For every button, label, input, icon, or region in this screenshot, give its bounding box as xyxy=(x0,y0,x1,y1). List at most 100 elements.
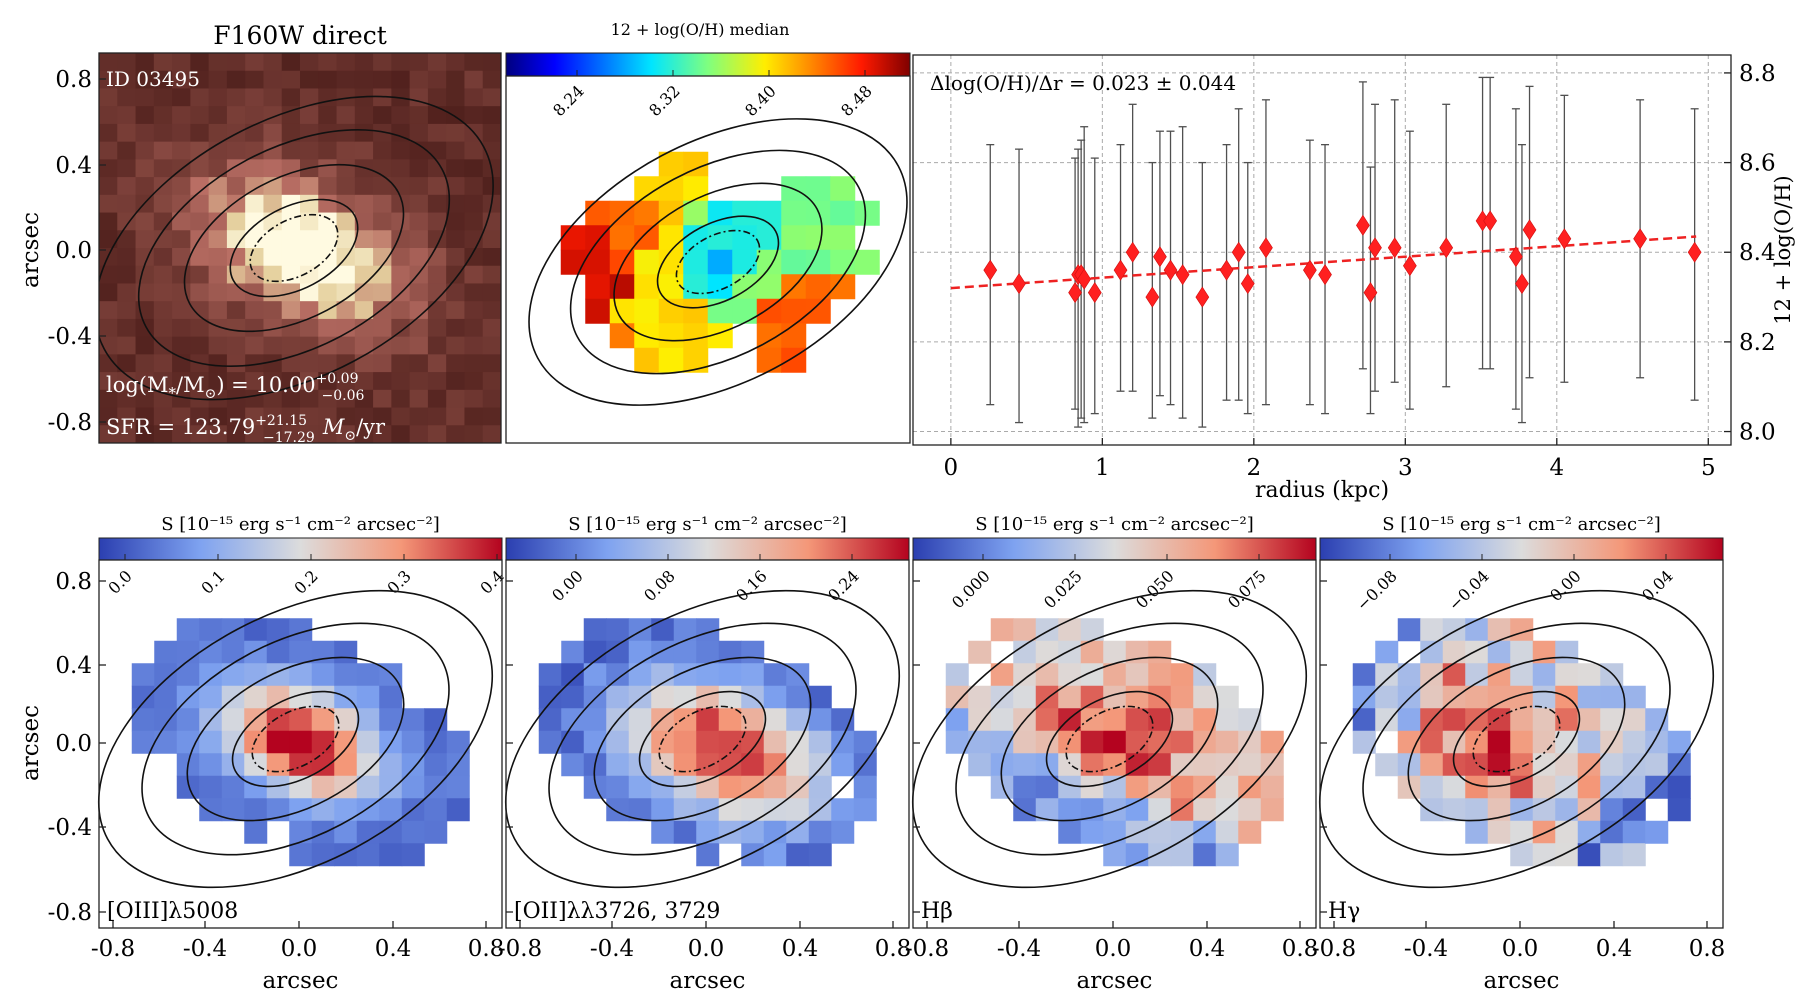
line-map-pixel xyxy=(1013,798,1037,822)
direct-pixel xyxy=(373,53,392,72)
metal-pixel xyxy=(707,200,733,226)
line-map-pixel xyxy=(1487,753,1511,777)
direct-pixel xyxy=(117,425,137,443)
direct-pixel xyxy=(391,177,411,196)
direct-pixel xyxy=(208,230,228,249)
metallicity-pixels xyxy=(560,151,880,373)
metallicity-map-panel: 12 + log(O/H) median 8.24 8.32 8.40 8.48 xyxy=(505,20,911,444)
metal-pixel xyxy=(634,200,660,226)
direct-pixel xyxy=(318,123,338,143)
line-map-pixel xyxy=(1238,798,1262,822)
line-map-pixel xyxy=(1645,730,1669,754)
direct-pixel xyxy=(354,177,374,196)
direct-pixel xyxy=(409,123,429,143)
direct-pixel xyxy=(373,106,392,125)
direct-pixel xyxy=(117,141,137,160)
line-map-pixel xyxy=(1577,730,1601,754)
line-map-pixel xyxy=(266,685,290,709)
metal-colorbar-ticks: 8.24 8.32 8.40 8.48 xyxy=(549,70,876,120)
metal-pixel xyxy=(658,274,684,300)
direct-pixel xyxy=(427,389,447,409)
direct-pixel xyxy=(464,301,484,320)
direct-pixel xyxy=(318,354,338,373)
contour-inner-dashdot xyxy=(675,229,761,295)
line-map-pixel xyxy=(244,798,268,822)
line-colorbar xyxy=(1319,537,1724,561)
direct-pixel xyxy=(172,141,191,160)
line-map-pixel xyxy=(1420,640,1444,664)
direct-pixel xyxy=(391,194,411,214)
line-xtick-label: -0.4 xyxy=(183,936,227,962)
line-map-pixel xyxy=(1013,685,1037,709)
direct-pixel xyxy=(135,106,155,125)
direct-pixel xyxy=(482,301,501,320)
direct-pixel xyxy=(263,301,283,320)
contour-inner-dashdot xyxy=(1472,705,1561,773)
direct-pixel xyxy=(281,425,301,443)
line-map-pixel xyxy=(1103,775,1127,799)
metal-pixel xyxy=(781,200,807,226)
direct-pixel xyxy=(135,425,155,443)
line-map-pixel xyxy=(1193,775,1217,799)
direct-pixel xyxy=(245,283,265,302)
line-map-pixel xyxy=(1487,640,1511,664)
direct-pixel xyxy=(245,212,265,231)
line-map-pixel xyxy=(131,730,155,754)
direct-pixel xyxy=(464,53,484,72)
direct-pixel xyxy=(318,318,338,338)
direct-pixel xyxy=(153,318,173,338)
line-map-pixel xyxy=(266,753,290,777)
direct-pixel xyxy=(281,336,301,355)
direct-pixel xyxy=(336,230,356,249)
data-point xyxy=(1363,282,1378,304)
line-map-pixel xyxy=(1103,663,1127,687)
line-map-pixel xyxy=(651,753,675,777)
metal-pixel xyxy=(756,200,782,226)
line-map-pixel xyxy=(945,730,969,754)
direct-pixel xyxy=(354,88,374,107)
direct-pixel xyxy=(208,354,228,373)
direct-pixel xyxy=(300,354,319,373)
line-map-pixel xyxy=(1532,775,1556,799)
line-map-pixel xyxy=(1487,775,1511,799)
line-map-pixel xyxy=(356,730,380,754)
line-map-pixel xyxy=(1577,685,1601,709)
metal-pixel xyxy=(585,200,611,226)
direct-pixel xyxy=(336,318,356,338)
direct-pixel xyxy=(300,53,319,72)
line-map-pixel xyxy=(651,730,675,754)
line-map-pixel xyxy=(651,640,675,664)
data-point xyxy=(1509,246,1523,268)
data-point xyxy=(1687,241,1702,263)
direct-pixel xyxy=(336,106,356,125)
line-map-pixel xyxy=(1397,618,1421,642)
direct-pixel xyxy=(281,141,301,160)
direct-pixel xyxy=(245,248,265,267)
direct-pixel xyxy=(354,248,374,267)
line-map-pixel xyxy=(718,685,742,709)
line-map-pixel xyxy=(763,820,787,844)
direct-pixel xyxy=(391,425,411,443)
direct-pixel xyxy=(391,407,411,426)
line-map-pixel xyxy=(1035,618,1059,642)
line-map-pixel xyxy=(154,685,178,709)
metal-pixel xyxy=(683,176,709,202)
line-map-pixel xyxy=(1555,640,1579,664)
direct-pixel xyxy=(409,194,429,214)
contour-ellipse xyxy=(504,589,901,889)
line-map-pixel xyxy=(1465,798,1489,822)
data-point xyxy=(1087,282,1102,304)
direct-pixel xyxy=(99,389,118,409)
direct-pixel xyxy=(464,177,484,196)
line-map-pixel xyxy=(1465,753,1489,777)
direct-pixel xyxy=(409,159,429,178)
line-map-pixel xyxy=(741,640,765,664)
line-colorbar-tick: 0.04 xyxy=(1638,566,1677,605)
metal-pixel xyxy=(585,225,611,251)
gradient-xtick-label: 3 xyxy=(1398,455,1413,481)
line-map-pixel xyxy=(1465,820,1489,844)
line-map-pixel xyxy=(1420,753,1444,777)
line-map-pixel xyxy=(244,640,268,664)
line-map-pixel xyxy=(786,753,810,777)
direct-pixel xyxy=(226,53,246,72)
